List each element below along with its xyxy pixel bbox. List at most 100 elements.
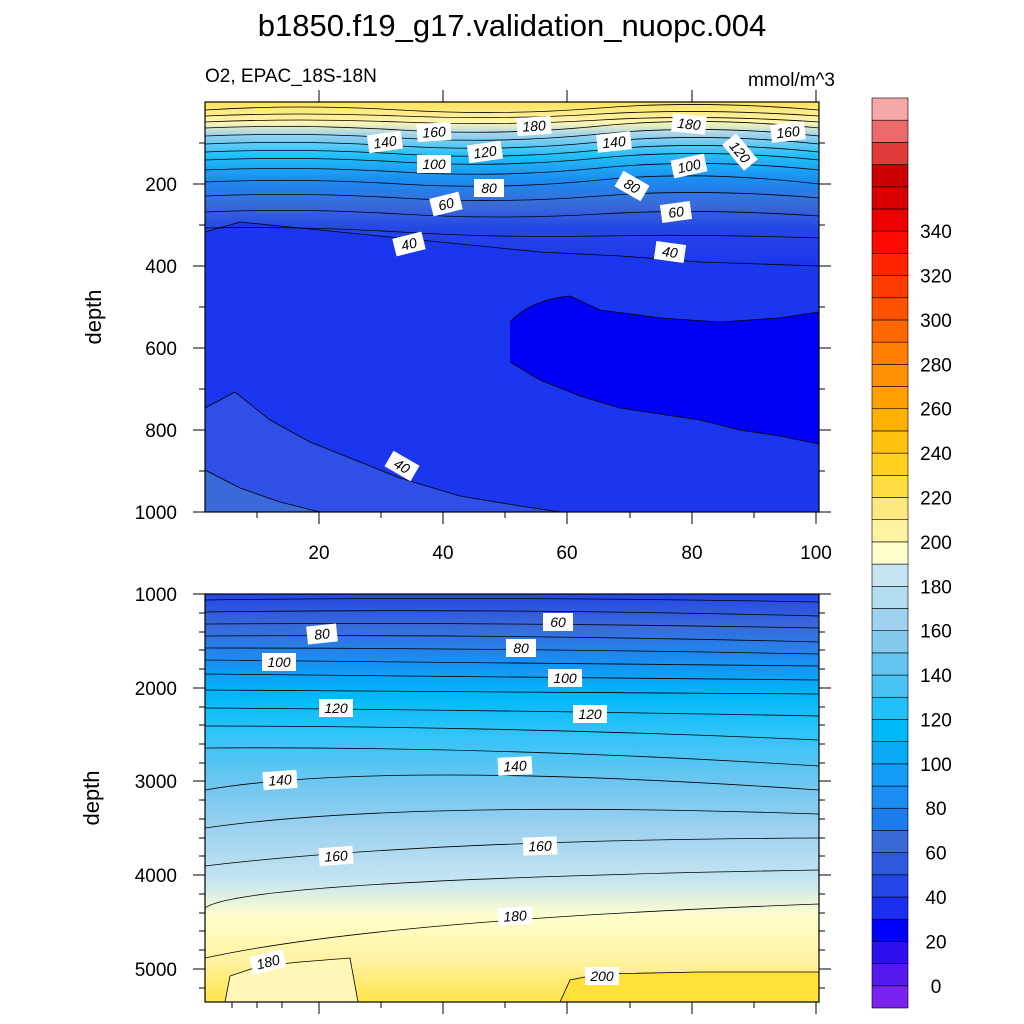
colorbar-swatch bbox=[871, 652, 909, 676]
colorbar-swatch bbox=[871, 674, 909, 698]
colorbar-label: 340 bbox=[920, 222, 952, 243]
contour-label: 160 bbox=[324, 847, 349, 865]
colorbar-label: 80 bbox=[925, 799, 946, 820]
contour-label: 40 bbox=[391, 455, 413, 477]
colorbar-swatch bbox=[871, 785, 909, 809]
colorbar-label: 0 bbox=[931, 977, 942, 998]
colorbar-label: 300 bbox=[920, 311, 952, 332]
colorbar-swatch bbox=[871, 963, 909, 987]
lower-x-ticks bbox=[231, 1002, 817, 1014]
lower-panel: 80 60 80 100 100 120 120 140 140 160 160… bbox=[79, 585, 831, 1014]
contour-label: 100 bbox=[676, 156, 702, 177]
contour-label: 40 bbox=[400, 234, 419, 253]
x-tick-label: 40 bbox=[432, 543, 453, 564]
upper-y-ticks bbox=[193, 142, 831, 513]
contour-label: 180 bbox=[503, 907, 528, 925]
contour-label: 140 bbox=[503, 757, 527, 774]
colorbar-label: 60 bbox=[925, 844, 946, 865]
colorbar-swatch bbox=[871, 164, 909, 188]
upper-contour-lines bbox=[205, 104, 819, 512]
upper-y-tick-label: 1000 bbox=[135, 503, 177, 524]
colorbar-swatch bbox=[871, 874, 909, 898]
colorbar-swatch bbox=[871, 142, 909, 165]
colorbar-swatch bbox=[871, 364, 909, 387]
contour-label: 120 bbox=[472, 142, 498, 161]
colorbar-swatch bbox=[871, 408, 909, 432]
x-tick-label: 100 bbox=[800, 543, 832, 564]
upper-y-axis-label: depth bbox=[81, 289, 106, 344]
colorbar-swatches bbox=[871, 97, 909, 1009]
units-subtitle: mmol/m^3 bbox=[748, 70, 835, 91]
upper-y-tick-label: 600 bbox=[145, 339, 177, 360]
chart-title: b1850.f19_g17.validation_nuopc.004 bbox=[258, 8, 767, 43]
colorbar-swatch bbox=[871, 519, 909, 543]
colorbar-label: 320 bbox=[920, 267, 952, 288]
colorbar-swatch bbox=[871, 541, 909, 565]
colorbar-swatch bbox=[871, 97, 909, 121]
colorbar-swatch bbox=[871, 208, 909, 232]
contour-label: 160 bbox=[528, 838, 552, 855]
colorbar-label: 40 bbox=[925, 888, 946, 909]
colorbar-swatch bbox=[871, 497, 909, 521]
colorbar-label: 20 bbox=[925, 932, 946, 953]
colorbar-swatch bbox=[871, 253, 909, 276]
x-tick-label: 80 bbox=[681, 543, 702, 564]
contour-label: 100 bbox=[267, 654, 291, 670]
lower-y-ticks bbox=[193, 593, 831, 989]
colorbar-swatch bbox=[871, 386, 909, 410]
upper-omz-core bbox=[510, 296, 819, 444]
upper-x-ticks bbox=[256, 90, 817, 524]
contour-label: 160 bbox=[776, 123, 801, 141]
upper-deep-fill bbox=[205, 222, 819, 512]
upper-corner-fill bbox=[205, 470, 320, 512]
colorbar-swatch bbox=[871, 852, 909, 876]
colorbar-label: 100 bbox=[920, 755, 952, 776]
contour-label: 120 bbox=[324, 700, 348, 716]
lower-y-tick-label: 1000 bbox=[135, 585, 177, 606]
colorbar-label: 120 bbox=[920, 710, 952, 731]
colorbar-swatch bbox=[871, 896, 909, 920]
colorbar-swatch bbox=[871, 918, 909, 942]
colorbar-label: 160 bbox=[920, 622, 952, 643]
colorbar-swatch bbox=[871, 696, 909, 720]
colorbar-swatch bbox=[871, 319, 909, 343]
contour-label: 160 bbox=[422, 123, 447, 141]
colorbar-label: 200 bbox=[920, 533, 952, 554]
contour-label: 80 bbox=[621, 175, 643, 197]
colorbar-swatch bbox=[871, 430, 909, 454]
colorbar-swatch bbox=[871, 341, 909, 365]
colorbar-swatch bbox=[871, 563, 909, 587]
contour-label: 140 bbox=[372, 132, 398, 151]
contour-label: 60 bbox=[667, 203, 685, 221]
variable-region-subtitle: O2, EPAC_18S-18N bbox=[205, 66, 377, 87]
upper-y-tick-label: 200 bbox=[145, 175, 177, 196]
upper-western-margin-fill bbox=[205, 392, 560, 512]
contour-label: 100 bbox=[553, 670, 577, 686]
colorbar-swatch bbox=[871, 230, 909, 254]
colorbar-swatch bbox=[871, 941, 909, 964]
colorbar-swatch bbox=[871, 452, 909, 476]
contour-label: 140 bbox=[268, 771, 293, 789]
colorbar-swatch bbox=[871, 585, 909, 609]
colorbar-swatch bbox=[871, 608, 909, 631]
colorbar-label: 220 bbox=[920, 489, 952, 510]
colorbar-swatch bbox=[871, 186, 909, 210]
contour-label: 200 bbox=[589, 968, 614, 984]
colorbar-label: 140 bbox=[920, 666, 952, 687]
colorbar-swatch bbox=[871, 830, 909, 853]
contour-label: 100 bbox=[422, 156, 446, 172]
contour-label: 80 bbox=[481, 180, 497, 196]
colorbar-label: 260 bbox=[920, 400, 952, 421]
upper-y-tick-label: 800 bbox=[145, 421, 177, 442]
contour-label: 40 bbox=[661, 243, 679, 261]
lower-deep-yellow-fill bbox=[560, 972, 819, 1002]
colorbar-swatch bbox=[871, 475, 909, 498]
lower-plot-frame bbox=[204, 593, 820, 1003]
contour-label: 60 bbox=[437, 194, 456, 213]
contour-label: 180 bbox=[522, 117, 547, 135]
contour-label: 180 bbox=[255, 951, 282, 972]
colorbar-swatch bbox=[871, 985, 909, 1009]
contour-label: 140 bbox=[602, 133, 627, 151]
colorbar-swatch bbox=[871, 807, 909, 831]
